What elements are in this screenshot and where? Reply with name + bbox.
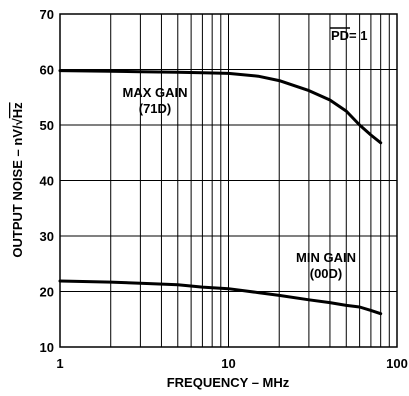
- x-tick-label: 100: [386, 356, 408, 371]
- pd-label: PD: [331, 28, 349, 43]
- max-gain-series-line: [58, 69, 383, 145]
- y-axis-title: OUTPUT NOISE – nV/√Hz: [10, 102, 25, 258]
- min-gain-series-line: [58, 279, 383, 316]
- min-gain-code: (00D): [310, 266, 343, 281]
- y-axis-title-unit: Hz: [10, 102, 25, 118]
- max-gain-label: MAX GAIN: [123, 85, 188, 100]
- grid: [60, 14, 397, 347]
- series-group: [58, 69, 383, 316]
- y-tick-label: 30: [40, 229, 54, 244]
- y-tick-label: 70: [40, 7, 54, 22]
- y-tick-label: 60: [40, 63, 54, 78]
- max-gain-code: (71D): [139, 101, 172, 116]
- pd-value: = 1: [349, 28, 367, 43]
- x-tick-label: 10: [221, 356, 235, 371]
- y-tick-label: 40: [40, 174, 54, 189]
- plot-frame: [59, 13, 398, 348]
- y-tick-label: 10: [40, 340, 54, 355]
- y-axis-title-sqrt: √: [10, 117, 25, 125]
- y-tick-label: 20: [40, 285, 54, 300]
- x-tick-label: 1: [56, 356, 63, 371]
- pd-annotation: PD = 1: [330, 27, 367, 43]
- x-axis-title: FREQUENCY – MHz: [167, 375, 290, 390]
- min-gain-label: MIN GAIN: [296, 250, 356, 265]
- y-axis-title-main: OUTPUT NOISE – nV/: [10, 125, 25, 258]
- y-tick-label: 50: [40, 118, 54, 133]
